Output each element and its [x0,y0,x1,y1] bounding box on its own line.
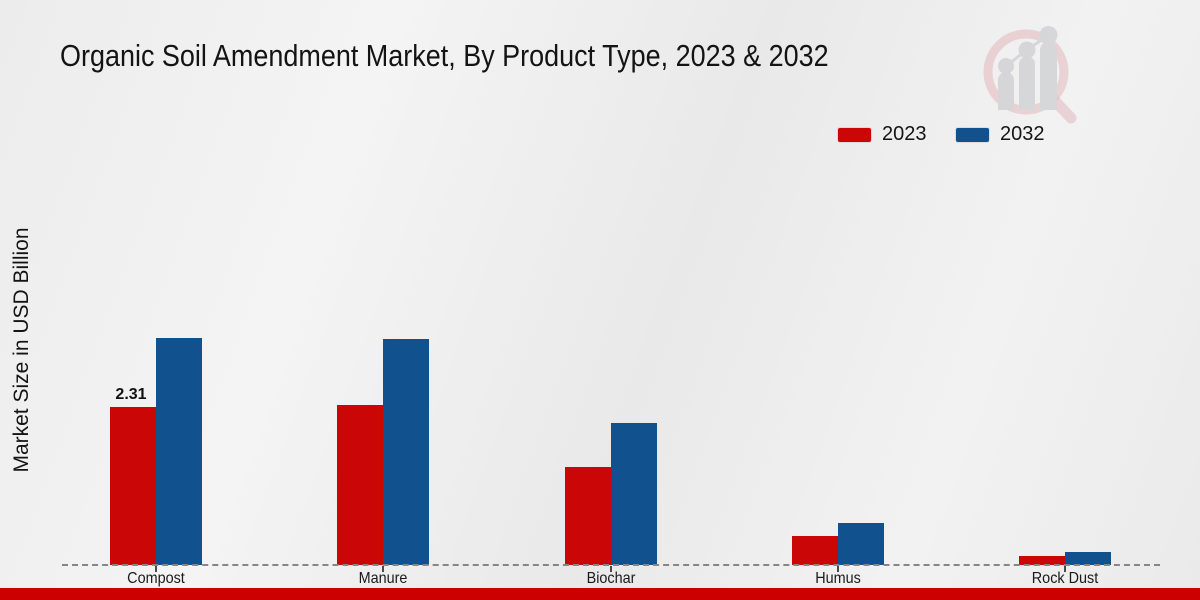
legend-swatch-2023 [838,127,871,142]
x-axis-tick-humus [836,566,839,572]
bar-2032-biochar[interactable] [610,423,657,565]
category-label-manure: Manure [358,570,408,587]
bar-2032-rock-dust[interactable] [1065,552,1111,565]
x-axis-baseline [62,564,1160,566]
bar-2032-compost[interactable] [156,338,202,565]
category-label-biochar: Biochar [586,570,635,587]
magnifier-bar-chart-logo-icon [983,26,1077,124]
category-label-compost: Compost [127,570,185,587]
bar-2023-manure[interactable] [337,405,384,565]
y-axis-label: Market Size in USD Billion [10,227,33,473]
legend-label-2023: 2023 [882,123,927,145]
bar-2032-manure[interactable] [383,339,430,565]
legend-swatch-2032 [956,127,989,142]
data-label-2023-compost: 2.31 [115,386,147,403]
bar-2023-biochar[interactable] [564,467,611,565]
legend-item-2023[interactable]: 2023 [838,123,927,146]
bar-2023-rock-dust[interactable] [1019,556,1065,565]
legend-item-2032[interactable]: 2032 [956,123,1045,146]
legend-label-2032: 2032 [1000,123,1045,145]
chart-title: Organic Soil Amendment Market, By Produc… [60,38,829,73]
footer-accent-bar [0,588,1200,600]
bar-2023-humus[interactable] [791,536,838,565]
bar-2023-compost[interactable] [110,407,156,565]
x-axis-tick-biochar [609,566,612,572]
x-axis-tick-manure [382,566,385,572]
x-axis-tick-compost [155,566,157,572]
category-label-rock-dust: Rock Dust [1031,570,1099,587]
x-axis-tick-rock-dust [1064,566,1066,572]
category-label-humus: Humus [814,570,861,587]
bar-2032-humus[interactable] [837,523,884,565]
